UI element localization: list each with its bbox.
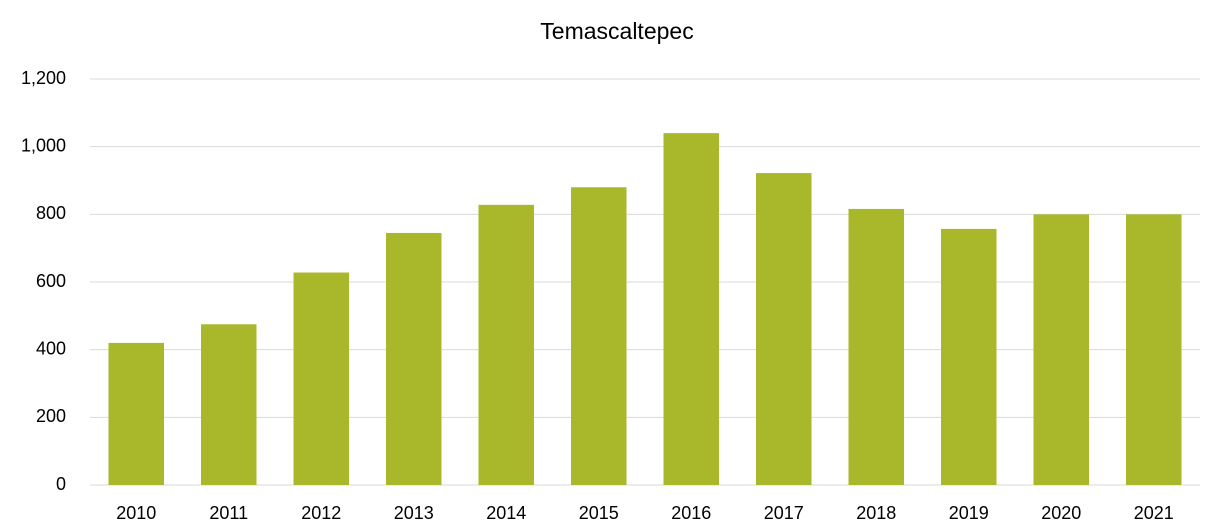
x-tick-label: 2015 [579, 503, 619, 523]
x-tick-label: 2012 [301, 503, 341, 523]
x-tick-label: 2021 [1134, 503, 1174, 523]
x-tick-label: 2017 [764, 503, 804, 523]
bar [571, 187, 627, 485]
y-tick-label: 600 [36, 271, 66, 291]
x-tick-label: 2013 [394, 503, 434, 523]
y-tick-label: 0 [56, 474, 66, 494]
x-tick-label: 2010 [116, 503, 156, 523]
x-tick-label: 2014 [486, 503, 526, 523]
y-tick-label: 400 [36, 338, 66, 358]
bar [1033, 214, 1089, 486]
bar [201, 324, 257, 485]
bar [756, 173, 812, 485]
bar [386, 232, 442, 485]
bar [293, 272, 349, 485]
y-tick-label: 800 [36, 203, 66, 223]
x-tick-label: 2018 [856, 503, 896, 523]
bar [663, 133, 719, 485]
x-tick-label: 2019 [949, 503, 989, 523]
bar [108, 342, 164, 485]
y-tick-label: 200 [36, 406, 66, 426]
x-tick-label: 2020 [1041, 503, 1081, 523]
y-tick-label: 1,000 [21, 135, 66, 155]
y-tick-label: 1,200 [21, 68, 66, 88]
bar [478, 204, 534, 486]
chart-title: Temascaltepec [540, 18, 693, 44]
bar [848, 208, 904, 486]
x-tick-label: 2016 [671, 503, 711, 523]
bar [1126, 214, 1182, 486]
bar [941, 228, 997, 486]
x-tick-label: 2011 [209, 503, 248, 523]
